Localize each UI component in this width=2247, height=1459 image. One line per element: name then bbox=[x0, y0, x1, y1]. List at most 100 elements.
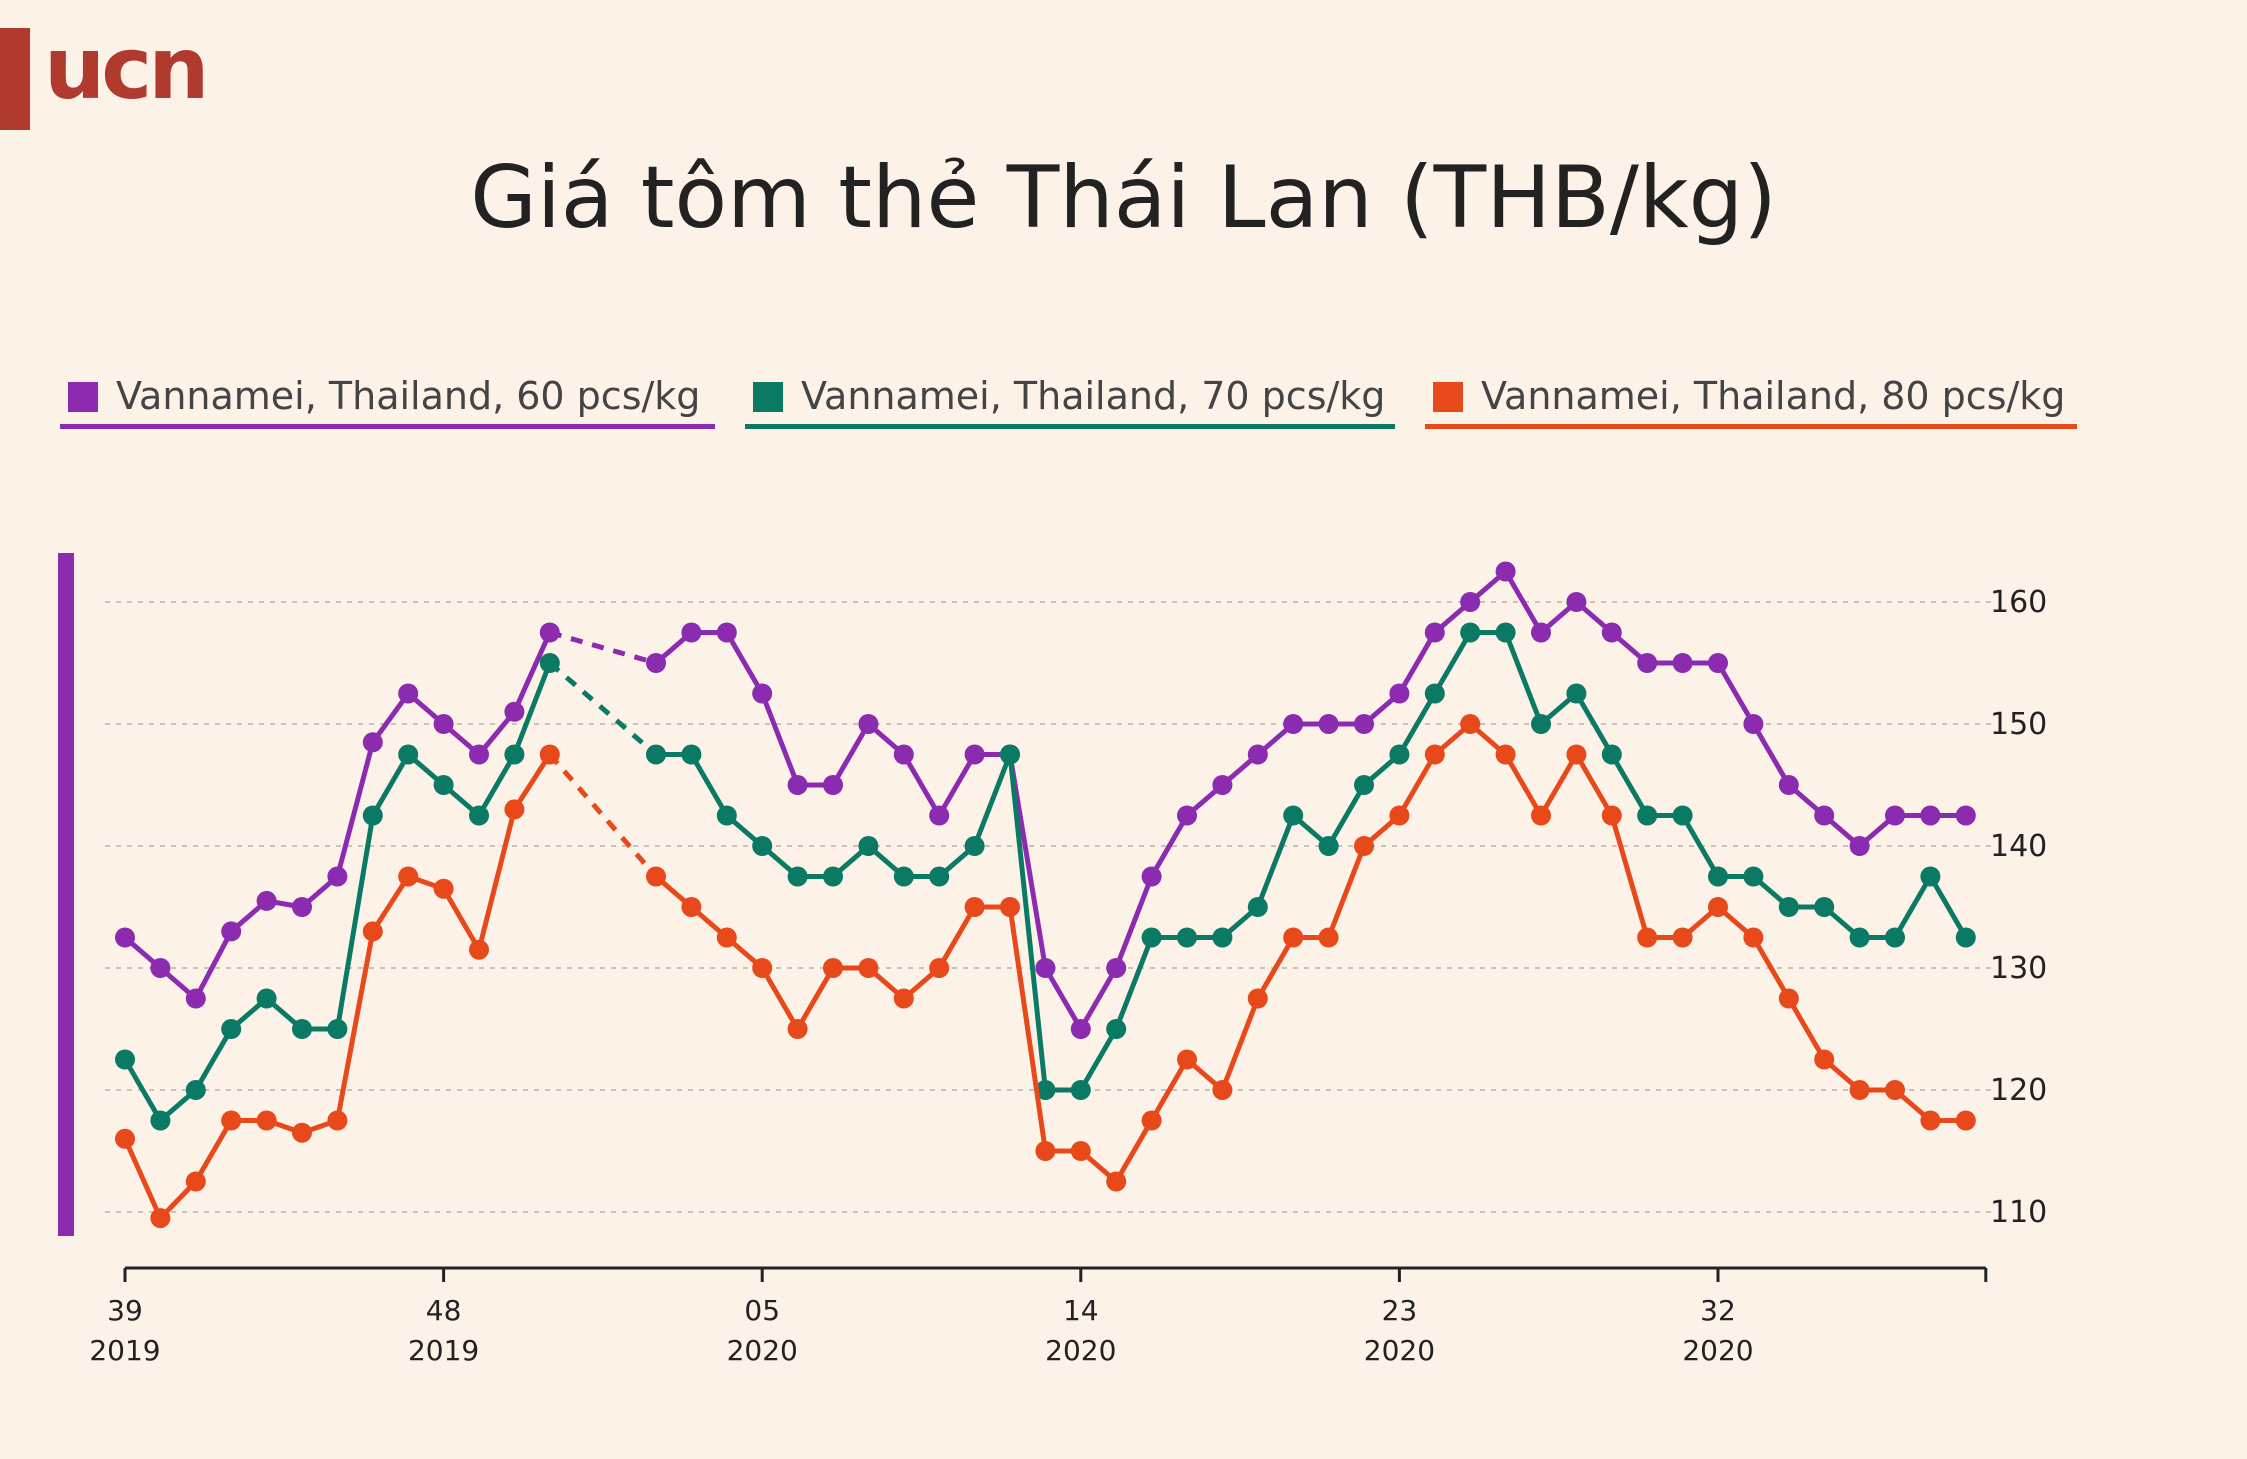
data-point bbox=[1566, 592, 1587, 612]
data-point bbox=[1637, 927, 1658, 948]
legend-label: Vannamei, Thailand, 70 pcs/kg bbox=[801, 374, 1386, 418]
left-accent-bar bbox=[58, 553, 74, 1236]
x-tick-year-label: 2020 bbox=[1045, 1334, 1116, 1367]
y-tick-label: 160 bbox=[1990, 585, 2047, 620]
data-point bbox=[1318, 714, 1339, 734]
data-point bbox=[1566, 744, 1587, 765]
data-point bbox=[1177, 927, 1197, 948]
data-point bbox=[256, 890, 277, 911]
data-point bbox=[433, 878, 454, 899]
data-point bbox=[787, 866, 808, 887]
data-point bbox=[1531, 622, 1551, 643]
data-point bbox=[398, 744, 419, 765]
data-point bbox=[1708, 897, 1728, 917]
data-point bbox=[1424, 683, 1445, 704]
legend: Vannamei, Thailand, 60 pcs/kg Vannamei, … bbox=[0, 372, 2247, 452]
data-point bbox=[1141, 927, 1162, 948]
data-point bbox=[646, 866, 666, 887]
data-point bbox=[1035, 1080, 1056, 1100]
data-point bbox=[256, 1110, 277, 1131]
legend-item-80[interactable]: Vannamei, Thailand, 80 pcs/kg bbox=[1425, 372, 2077, 432]
data-point bbox=[823, 775, 843, 795]
legend-swatch bbox=[753, 382, 783, 412]
legend-item-70[interactable]: Vannamei, Thailand, 70 pcs/kg bbox=[745, 372, 1395, 432]
x-tick-week-label: 23 bbox=[1382, 1294, 1418, 1327]
data-point bbox=[150, 1208, 171, 1229]
data-point bbox=[221, 921, 242, 942]
data-point bbox=[1814, 1049, 1835, 1070]
data-point bbox=[1743, 714, 1764, 734]
data-point bbox=[716, 622, 737, 643]
data-point bbox=[1212, 1080, 1233, 1100]
data-point bbox=[1708, 653, 1728, 673]
data-point bbox=[1000, 897, 1020, 917]
logo: ucn bbox=[44, 19, 209, 119]
data-point bbox=[469, 744, 489, 765]
data-point bbox=[469, 939, 489, 960]
data-point bbox=[964, 744, 985, 765]
chart-title: Giá tôm thẻ Thái Lan (THB/kg) bbox=[470, 148, 1777, 248]
data-point bbox=[1495, 561, 1516, 582]
legend-item-60[interactable]: Vannamei, Thailand, 60 pcs/kg bbox=[60, 372, 715, 432]
legend-label: Vannamei, Thailand, 80 pcs/kg bbox=[1481, 374, 2066, 418]
data-point bbox=[1070, 1019, 1091, 1039]
data-point bbox=[1743, 927, 1764, 948]
data-point bbox=[185, 1171, 206, 1192]
data-point bbox=[716, 927, 737, 948]
data-point bbox=[787, 1019, 808, 1039]
data-point bbox=[1318, 927, 1339, 948]
legend-underline bbox=[745, 424, 1395, 429]
x-tick-year-label: 2019 bbox=[408, 1334, 479, 1367]
data-point bbox=[1849, 927, 1870, 948]
data-point bbox=[1920, 805, 1941, 826]
data-point bbox=[1955, 1110, 1976, 1131]
data-point bbox=[1035, 1141, 1056, 1161]
x-tick-year-label: 2020 bbox=[1682, 1334, 1753, 1367]
data-point bbox=[433, 714, 454, 734]
data-point bbox=[1283, 805, 1304, 826]
x-tick-week-label: 14 bbox=[1063, 1294, 1099, 1327]
data-point bbox=[115, 927, 135, 948]
data-point bbox=[1601, 622, 1622, 643]
data-point bbox=[1389, 744, 1410, 765]
data-point bbox=[1531, 805, 1551, 826]
data-point bbox=[1035, 958, 1056, 978]
data-point bbox=[858, 958, 879, 978]
data-point bbox=[858, 714, 879, 734]
data-point bbox=[929, 805, 950, 826]
data-point bbox=[150, 1110, 171, 1131]
data-point bbox=[1212, 775, 1233, 795]
data-point bbox=[1106, 958, 1127, 978]
data-point bbox=[398, 683, 419, 704]
data-point bbox=[1778, 988, 1799, 1009]
data-point bbox=[1672, 805, 1693, 826]
data-point bbox=[1849, 836, 1870, 856]
data-point bbox=[1566, 683, 1587, 704]
y-tick-label: 140 bbox=[1990, 829, 2047, 864]
data-point bbox=[539, 744, 560, 765]
data-point bbox=[433, 775, 454, 795]
data-point bbox=[1601, 744, 1622, 765]
data-point bbox=[362, 732, 383, 753]
data-point bbox=[752, 836, 773, 856]
data-point bbox=[1389, 683, 1410, 704]
data-point bbox=[1885, 927, 1905, 948]
data-point bbox=[929, 958, 950, 978]
data-point bbox=[221, 1019, 242, 1039]
data-point bbox=[893, 744, 914, 765]
data-point bbox=[185, 1080, 206, 1100]
data-point bbox=[1601, 805, 1622, 826]
legend-swatch bbox=[1433, 382, 1463, 412]
data-point bbox=[929, 866, 950, 887]
data-point bbox=[1283, 714, 1304, 734]
data-point bbox=[292, 1019, 312, 1039]
x-tick-year-label: 2020 bbox=[1364, 1334, 1435, 1367]
data-point bbox=[1814, 805, 1835, 826]
data-point bbox=[752, 683, 773, 704]
data-point bbox=[504, 799, 525, 820]
legend-label: Vannamei, Thailand, 60 pcs/kg bbox=[116, 374, 701, 418]
data-point bbox=[1424, 744, 1445, 765]
data-point bbox=[504, 744, 525, 765]
data-point bbox=[1106, 1171, 1127, 1192]
data-point bbox=[327, 1019, 348, 1039]
